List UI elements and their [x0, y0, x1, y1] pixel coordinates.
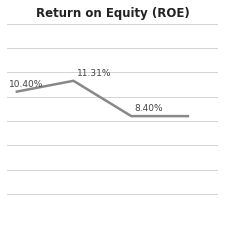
Text: 8.40%: 8.40% — [135, 104, 163, 113]
Text: 11.31%: 11.31% — [77, 69, 111, 78]
Text: 10.40%: 10.40% — [9, 80, 43, 89]
Title: Return on Equity (ROE): Return on Equity (ROE) — [36, 7, 189, 20]
